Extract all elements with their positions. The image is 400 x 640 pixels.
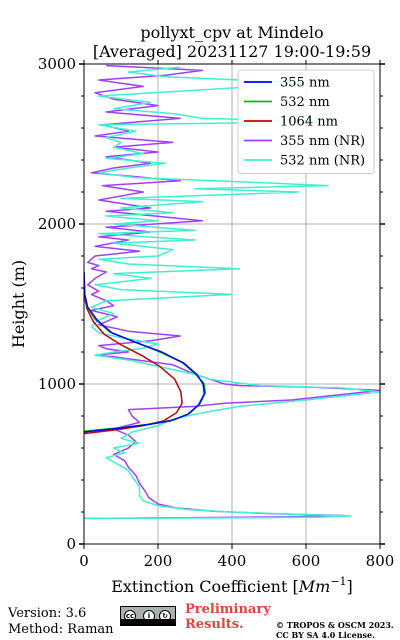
axis-ticks: 0 200 400 600 800 0 1000 2000 3000 bbox=[38, 55, 395, 570]
copyright-line1: © TROPOS & OSCM 2023. bbox=[276, 620, 394, 630]
chart-subtitle: [Averaged] 20231127 19:00-19:59 bbox=[93, 42, 371, 61]
method-text: Method: Raman bbox=[8, 622, 114, 637]
legend-label-3: 355 nm (NR) bbox=[280, 134, 365, 149]
x-axis-label: Extinction Coefficient [Mm−1] bbox=[111, 575, 353, 596]
legend-label-0: 355 nm bbox=[280, 76, 330, 91]
y-tick-label-2: 2000 bbox=[38, 215, 76, 233]
y-tick-label-0: 0 bbox=[66, 535, 76, 553]
legend-label-2: 1064 nm bbox=[280, 115, 338, 130]
preliminary-line1: Preliminary bbox=[185, 602, 271, 617]
version-text: Version: 3.6 bbox=[8, 606, 87, 621]
x-tick-label-3: 600 bbox=[292, 552, 321, 570]
legend: 355 nm 532 nm 1064 nm 355 nm (NR) 532 nm (NR… bbox=[237, 69, 375, 174]
x-tick-label-2: 400 bbox=[218, 552, 247, 570]
series-group bbox=[84, 64, 380, 520]
legend-label-1: 532 nm bbox=[280, 95, 330, 110]
preliminary-notice: Preliminary Results. bbox=[185, 602, 271, 632]
series-line-0 bbox=[84, 271, 206, 433]
copyright-line2: CC BY SA 4.0 License. bbox=[276, 630, 375, 640]
y-tick-label-3: 3000 bbox=[38, 55, 76, 73]
footer-info: Version: 3.6 Method: Raman bbox=[8, 606, 114, 638]
legend-box bbox=[237, 69, 375, 174]
x-tick-label-4: 800 bbox=[366, 552, 395, 570]
chart-title: pollyxt_cpv at Mindelo bbox=[140, 23, 323, 42]
series-line-4 bbox=[84, 66, 380, 520]
y-tick-label-1: 1000 bbox=[38, 375, 76, 393]
preliminary-line2: Results. bbox=[185, 617, 244, 632]
x-tick-label-1: 200 bbox=[144, 552, 173, 570]
y-axis-label: Height (m) bbox=[9, 260, 28, 348]
cc-license-badge-icon: cc i ↻ bbox=[120, 606, 176, 626]
license-text: © TROPOS & OSCM 2023. CC BY SA 4.0 Licen… bbox=[276, 620, 394, 640]
lidar-profile-chart: pollyxt_cpv at Mindelo [Averaged] 202311… bbox=[9, 23, 395, 596]
legend-label-4: 532 nm (NR) bbox=[280, 154, 365, 169]
x-tick-label-0: 0 bbox=[79, 552, 89, 570]
